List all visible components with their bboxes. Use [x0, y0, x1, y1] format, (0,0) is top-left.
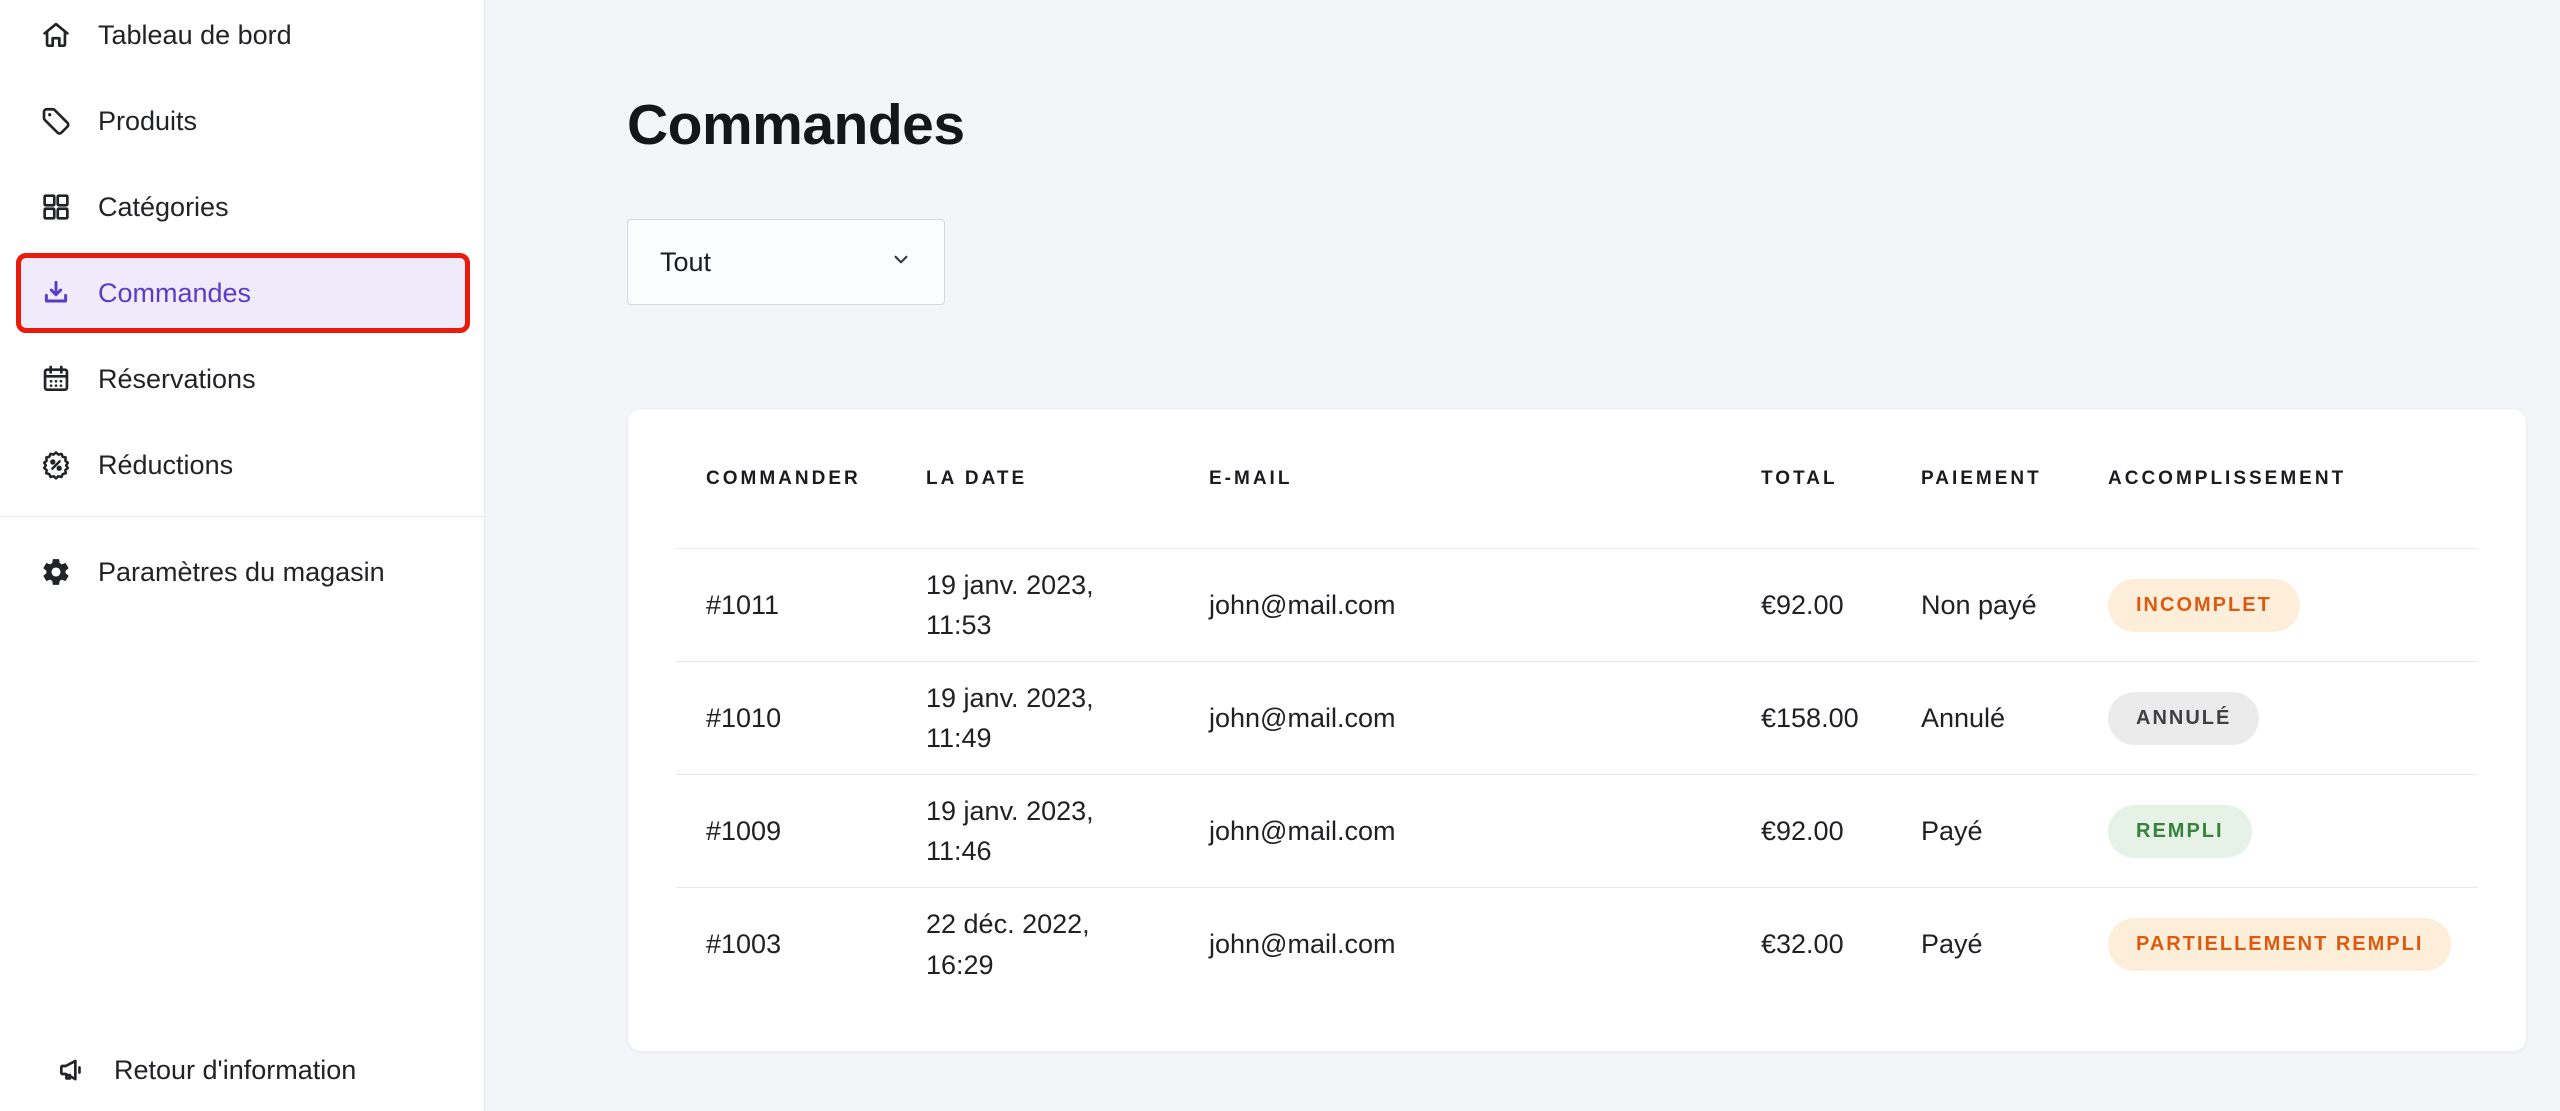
grid-icon [40, 191, 72, 223]
sidebar-item-label: Paramètres du magasin [98, 556, 385, 587]
download-icon [40, 277, 72, 309]
fulfillment-cell: REMPLI [2078, 804, 2478, 858]
sidebar-item-orders[interactable]: Commandes [16, 253, 470, 333]
fulfillment-badge: INCOMPLET [2108, 578, 2300, 632]
date-line-2: 16:29 [926, 949, 994, 980]
table-row[interactable]: #1003 22 déc. 2022, 16:29 john@mail.com … [676, 888, 2478, 1001]
column-header-total: TOTAL [1761, 467, 1838, 489]
gear-icon [40, 556, 72, 588]
sidebar-item-discounts[interactable]: Réductions [16, 430, 470, 500]
date-line-2: 11:49 [926, 723, 992, 753]
calendar-icon [40, 363, 72, 395]
column-header-email: E-MAIL [1209, 467, 1293, 489]
home-icon [40, 19, 72, 51]
sidebar-item-label: Commandes [98, 277, 252, 308]
payment-status-cell: Payé [1921, 929, 1983, 959]
sidebar-item-label: Réductions [98, 449, 234, 480]
sidebar-item-store-settings[interactable]: Paramètres du magasin [16, 537, 470, 607]
fulfillment-cell: ANNULÉ [2078, 691, 2478, 745]
column-header-payment: PAIEMENT [1921, 467, 2042, 489]
payment-status-cell: Payé [1921, 815, 1983, 846]
tag-icon [40, 105, 72, 137]
date-line-2: 11:46 [926, 836, 992, 866]
column-header-order: COMMANDER [706, 467, 861, 489]
sidebar-item-label: Tableau de bord [98, 19, 292, 50]
date-cell: 19 janv. 2023, 11:53 [896, 565, 1179, 646]
column-header-date: LA DATE [926, 467, 1028, 489]
fulfillment-cell: INCOMPLET [2078, 578, 2478, 632]
payment-status-cell: Non payé [1921, 589, 2037, 620]
sidebar-secondary-nav: Paramètres du magasin [0, 537, 484, 607]
date-line-1: 22 déc. 2022, [926, 909, 1090, 939]
sidebar: Tableau de bord Produits Catégories Comm… [0, 0, 485, 1111]
sidebar-item-label: Retour d'information [114, 1054, 357, 1085]
fulfillment-badge: ANNULÉ [2108, 691, 2260, 745]
sidebar-divider [0, 516, 484, 517]
order-id-cell: #1009 [706, 815, 782, 846]
table-header-row: COMMANDER LA DATE E-MAIL TOTAL PAIEMENT … [676, 409, 2478, 549]
fulfillment-cell: PARTIELLEMENT REMPLI [2078, 918, 2478, 971]
sidebar-item-feedback[interactable]: Retour d'information [32, 1035, 456, 1105]
sidebar-primary-nav: Tableau de bord Produits Catégories Comm… [0, 0, 484, 500]
email-cell: john@mail.com [1209, 929, 1396, 959]
email-cell: john@mail.com [1209, 815, 1396, 846]
chevron-down-icon [888, 246, 914, 279]
date-line-1: 19 janv. 2023, [926, 795, 1094, 826]
sidebar-item-label: Réservations [98, 363, 256, 394]
date-line-1: 19 janv. 2023, [926, 569, 1094, 600]
fulfillment-badge: REMPLI [2108, 804, 2252, 858]
email-cell: john@mail.com [1209, 702, 1396, 733]
table-row[interactable]: #1011 19 janv. 2023, 11:53 john@mail.com… [676, 549, 2478, 662]
orders-page: Commandes Tout COMMANDER LA DATE E-MAIL … [485, 0, 2560, 1111]
sidebar-item-label: Catégories [98, 191, 229, 222]
date-cell: 22 déc. 2022, 16:29 [896, 904, 1179, 985]
total-cell: €32.00 [1761, 929, 1844, 959]
order-filter-value: Tout [660, 246, 712, 277]
total-cell: €92.00 [1761, 589, 1844, 620]
date-line-1: 19 janv. 2023, [926, 682, 1094, 713]
column-header-fulfillment: ACCOMPLISSEMENT [2108, 467, 2347, 489]
email-cell: john@mail.com [1209, 589, 1396, 620]
fulfillment-badge: PARTIELLEMENT REMPLI [2108, 918, 2452, 971]
discount-icon [40, 449, 72, 481]
sidebar-item-label: Produits [98, 105, 198, 136]
date-line-2: 11:53 [926, 610, 992, 640]
payment-status-cell: Annulé [1921, 702, 2006, 733]
sidebar-item-dashboard[interactable]: Tableau de bord [16, 0, 470, 70]
total-cell: €158.00 [1761, 702, 1859, 733]
sidebar-item-reservations[interactable]: Réservations [16, 344, 470, 414]
order-id-cell: #1003 [706, 929, 782, 959]
orders-table-card: COMMANDER LA DATE E-MAIL TOTAL PAIEMENT … [627, 408, 2527, 1052]
order-id-cell: #1010 [706, 702, 782, 733]
order-filter-select[interactable]: Tout [627, 219, 945, 305]
order-id-cell: #1011 [706, 589, 780, 620]
table-row[interactable]: #1009 19 janv. 2023, 11:46 john@mail.com… [676, 775, 2478, 888]
date-cell: 19 janv. 2023, 11:49 [896, 678, 1179, 759]
page-title: Commandes [627, 93, 965, 157]
sidebar-item-products[interactable]: Produits [16, 86, 470, 156]
sidebar-item-categories[interactable]: Catégories [16, 172, 470, 242]
table-row[interactable]: #1010 19 janv. 2023, 11:49 john@mail.com… [676, 662, 2478, 775]
date-cell: 19 janv. 2023, 11:46 [896, 791, 1179, 872]
total-cell: €92.00 [1761, 815, 1844, 846]
megaphone-icon [56, 1054, 88, 1086]
table-body: #1011 19 janv. 2023, 11:53 john@mail.com… [676, 549, 2478, 1001]
